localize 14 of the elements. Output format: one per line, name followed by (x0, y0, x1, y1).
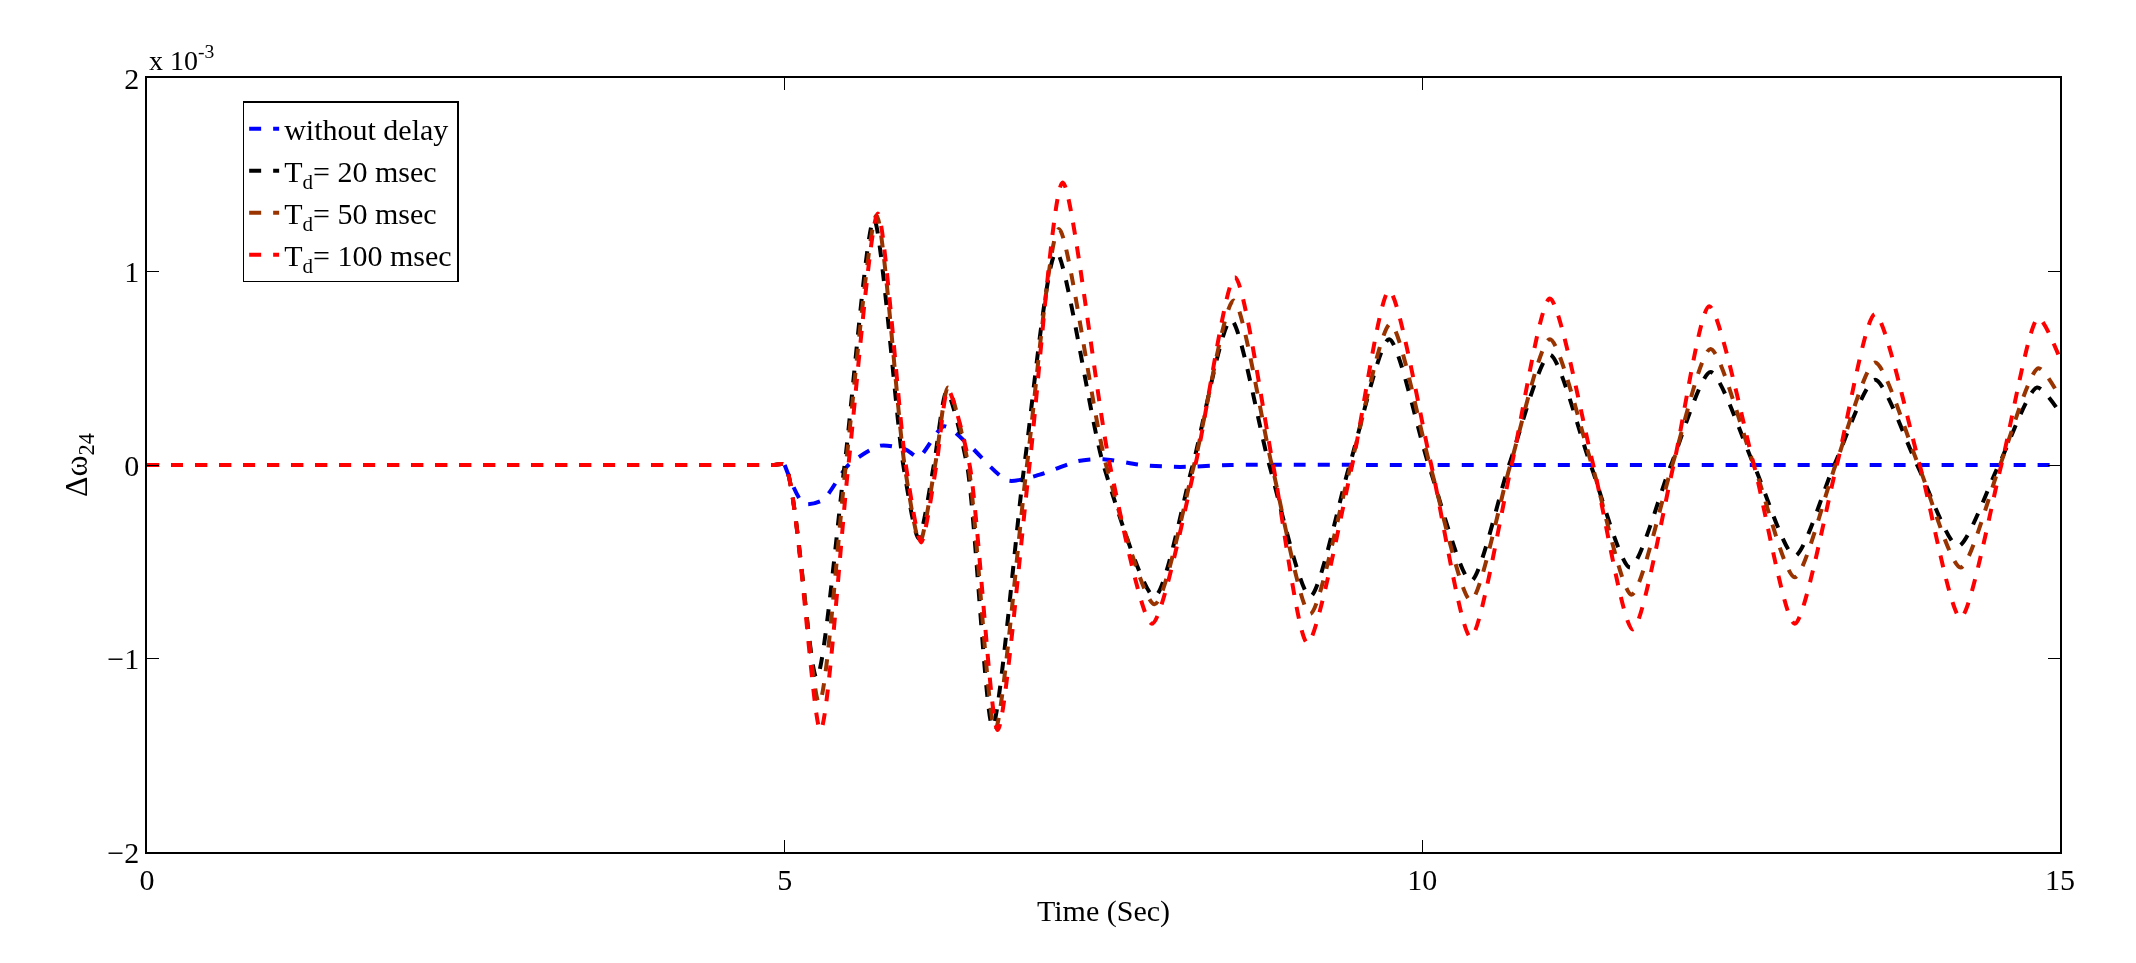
legend-label: T$_{d}$= 20 msec (284, 155, 437, 194)
legend-label: T$_{d}$= 50 msec (284, 197, 437, 236)
y-tick-label: −1 (107, 642, 140, 675)
x-tick-label: 5 (777, 862, 793, 896)
y-tick-label: −2 (107, 835, 140, 869)
x-tick-label: 10 (1407, 862, 1438, 896)
text: x 10$^{-3}$ (149, 41, 215, 76)
y-tick-label: 1 (124, 255, 140, 288)
y-tick-label: 2 (124, 61, 140, 95)
x-axis-title: Time (Sec) (1036, 893, 1171, 928)
legend-label: without delay (284, 113, 449, 147)
legend-label: T$_{d}$= 100 msec (284, 239, 452, 278)
y-tick-label: 0 (124, 448, 140, 482)
x-tick-label: 15 (2045, 862, 2075, 896)
